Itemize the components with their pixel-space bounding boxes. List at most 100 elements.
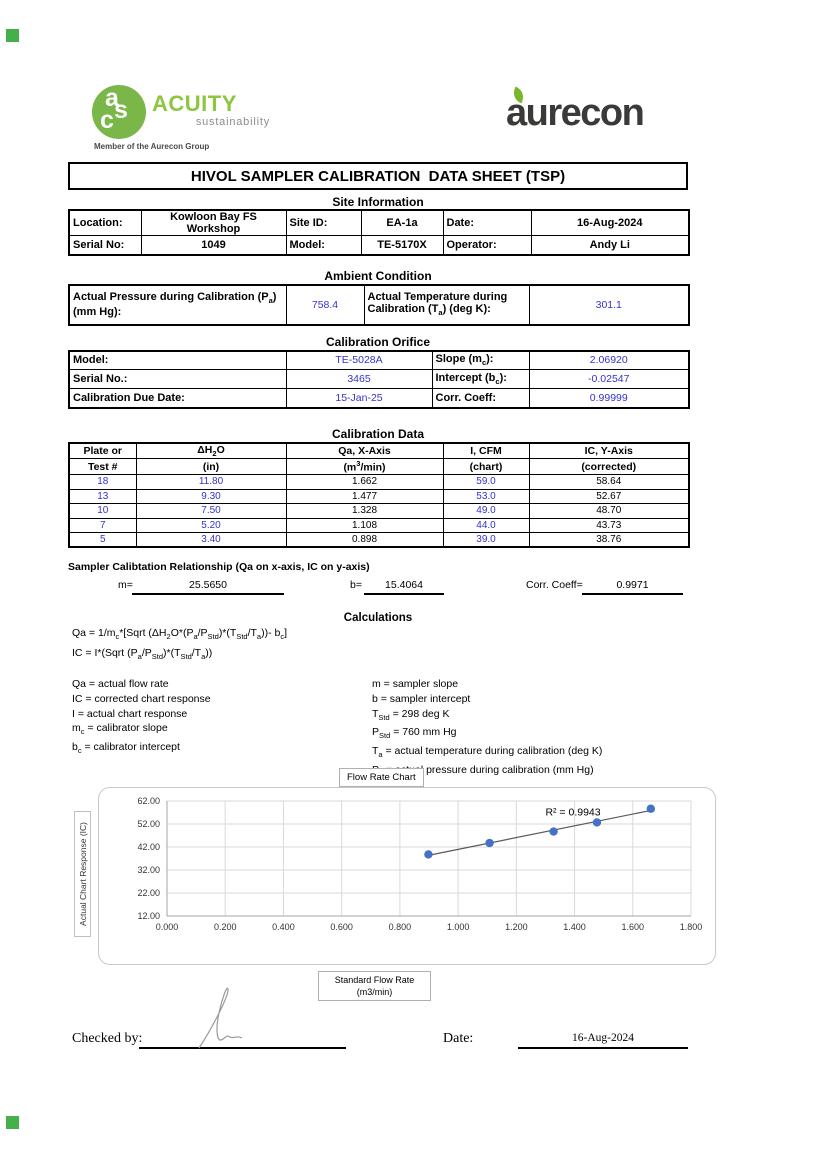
table-row: 13 9.30 1.477 53.0 52.67 — [68, 488, 690, 504]
definition-line: I = actual chart response — [72, 707, 188, 720]
calibration-orifice-table: Model: TE-5028A Slope (mc): 2.06920 Seri… — [68, 349, 690, 409]
cell-qa: 0.898 — [285, 532, 444, 548]
corr-coeff-value: 0.9971 — [582, 579, 683, 595]
location-label: Location: — [68, 209, 142, 236]
svg-text:0.600: 0.600 — [330, 922, 353, 932]
aurecon-logo-wordmark: aurecon — [506, 92, 645, 134]
svg-text:1.600: 1.600 — [622, 922, 645, 932]
orifice-slope-value: 2.06920 — [528, 350, 690, 370]
orifice-model-value: TE-5028A — [285, 350, 433, 370]
orifice-intercept-value: -0.02547 — [528, 369, 690, 389]
cell-test: 18 — [68, 474, 137, 490]
corr-coeff-label: Corr. Coeff= — [526, 579, 583, 591]
acuity-logo-tagline: sustainability — [195, 116, 270, 128]
ambient-condition-table: Actual Pressure during Calibration (Pa)(… — [68, 283, 690, 326]
pressure-label: Actual Pressure during Calibration (Pa)(… — [68, 284, 287, 325]
table-row: Calibration Due Date: 15-Jan-25 Corr. Co… — [68, 388, 690, 408]
acuity-member-line: Member of the Aurecon Group — [94, 142, 210, 151]
cell-i: 59.0 — [442, 474, 530, 490]
orifice-slope-label: Slope (mc): — [431, 350, 530, 370]
definition-line: IC = corrected chart response — [72, 692, 211, 705]
definitions-right: m = sampler slope b = sampler intercept … — [372, 677, 602, 782]
b-value: 15.4064 — [364, 579, 444, 595]
location-value: Kowloon Bay FS Workshop — [140, 209, 287, 236]
acuity-monogram-icon: a s c — [92, 85, 146, 139]
flow-rate-chart: 0.000 0.200 0.400 0.600 0.800 1.000 1.200 1.400… — [98, 787, 716, 965]
svg-text:22.00: 22.00 — [137, 888, 160, 898]
chart-x-axis-label-line1: Standard Flow Rate — [334, 975, 415, 985]
definitions-left: Qa = actual flow rate IC = corrected cha… — [72, 677, 211, 759]
date-label: Date: — [442, 209, 532, 236]
cell-test: 7 — [68, 517, 137, 533]
footer-date-value: 16-Aug-2024 — [518, 1032, 688, 1049]
cell-dh2o: 11.80 — [135, 474, 287, 490]
cell-i: 49.0 — [442, 503, 530, 519]
definition-line: mc = calibrator slope — [72, 722, 168, 737]
sheet-content: Site Information Location: Kowloon Bay F… — [68, 193, 690, 778]
svg-text:0.400: 0.400 — [272, 922, 295, 932]
svg-text:62.00: 62.00 — [137, 796, 160, 806]
chart-x-axis-label: Standard Flow Rate (m3/min) — [318, 971, 431, 1001]
model-label: Model: — [285, 235, 362, 255]
orifice-due-date-label: Calibration Due Date: — [68, 388, 287, 408]
acuity-monogram-letter: c — [100, 106, 114, 134]
cell-test: 13 — [68, 488, 137, 504]
table-row: 7 5.20 1.108 44.0 43.73 — [68, 517, 690, 533]
sampler-relationship-values: m= 25.5650 b= 15.4064 Corr. Coeff= 0.997… — [68, 576, 688, 598]
col-header-dh2o: ΔH2O — [135, 442, 287, 459]
acuity-logo-name: ACUITY — [152, 91, 237, 116]
orifice-intercept-label: Intercept (bc): — [431, 369, 530, 389]
col-header-ic: IC, Y-Axis — [528, 442, 690, 459]
svg-text:1.000: 1.000 — [447, 922, 470, 932]
m-label: m= — [118, 579, 133, 591]
aurecon-logo: aurecon — [506, 86, 645, 134]
col-header-i-cfm: I, CFM — [442, 442, 530, 459]
page-title: HIVOL SAMPLER CALIBRATION DATA SHEET (TS… — [68, 162, 688, 190]
table-row: 18 11.80 1.662 59.0 58.64 — [68, 474, 690, 490]
sampler-relationship-heading: Sampler Calibtation Relationship (Qa on … — [68, 561, 370, 573]
cell-ic: 38.76 — [528, 532, 690, 548]
table-row: 10 7.50 1.328 49.0 48.70 — [68, 503, 690, 519]
orifice-corr-coeff-value: 0.99999 — [528, 388, 690, 408]
svg-text:1.200: 1.200 — [505, 922, 528, 932]
cell-qa: 1.108 — [285, 517, 444, 533]
ambient-condition-heading: Ambient Condition — [324, 268, 432, 283]
col-subheader-ic: (corrected) — [528, 458, 690, 475]
definition-line: Ta = actual temperature during calibrati… — [372, 745, 603, 760]
operator-value: Andy Li — [530, 235, 690, 255]
orifice-model-label: Model: — [68, 350, 287, 370]
calculations-heading: Calculations — [343, 612, 413, 624]
cell-i: 44.0 — [442, 517, 530, 533]
col-subheader-dh2o: (in) — [135, 458, 287, 475]
svg-text:0.200: 0.200 — [214, 922, 237, 932]
cell-i: 53.0 — [442, 488, 530, 504]
svg-text:0.800: 0.800 — [389, 922, 412, 932]
table-row: 5 3.40 0.898 39.0 38.76 — [68, 532, 690, 548]
site-information-table: Location: Kowloon Bay FS Workshop Site I… — [68, 209, 690, 256]
cell-dh2o: 9.30 — [135, 488, 287, 504]
calibration-data-table: Plate or ΔH2O Qa, X-Axis I, CFM IC, Y-Ax… — [68, 441, 690, 548]
table-row: Location: Kowloon Bay FS Workshop Site I… — [68, 209, 690, 236]
col-subheader-i-cfm: (chart) — [442, 458, 530, 475]
acuity-monogram-letter: a — [105, 84, 119, 112]
chart-title-box: Flow Rate Chart — [339, 768, 424, 787]
definition-line: TStd = 298 deg K — [372, 707, 450, 722]
calibration-data-heading: Calibration Data — [331, 426, 424, 441]
svg-text:42.00: 42.00 — [137, 842, 160, 852]
cell-qa: 1.662 — [285, 474, 444, 490]
table-header-row: Test # (in) (m3/min) (chart) (corrected) — [68, 458, 690, 475]
cell-ic: 43.73 — [528, 517, 690, 533]
col-header-test: Plate or — [68, 442, 137, 459]
cell-test: 5 — [68, 532, 137, 548]
site-information-heading: Site Information — [332, 195, 424, 209]
acuity-monogram-letter: s — [114, 96, 128, 124]
site-id-value: EA-1a — [360, 209, 444, 236]
cell-ic: 58.64 — [528, 474, 690, 490]
operator-label: Operator: — [442, 235, 532, 255]
svg-text:0.000: 0.000 — [156, 922, 179, 932]
svg-text:1.800: 1.800 — [680, 922, 703, 932]
temperature-label: Actual Temperature during Calibration (Ta… — [363, 284, 530, 325]
cell-qa: 1.477 — [285, 488, 444, 504]
orifice-serial-label: Serial No.: — [68, 369, 287, 389]
flow-rate-chart-canvas: 0.000 0.200 0.400 0.600 0.800 1.000 1.200 1.400… — [137, 796, 703, 932]
